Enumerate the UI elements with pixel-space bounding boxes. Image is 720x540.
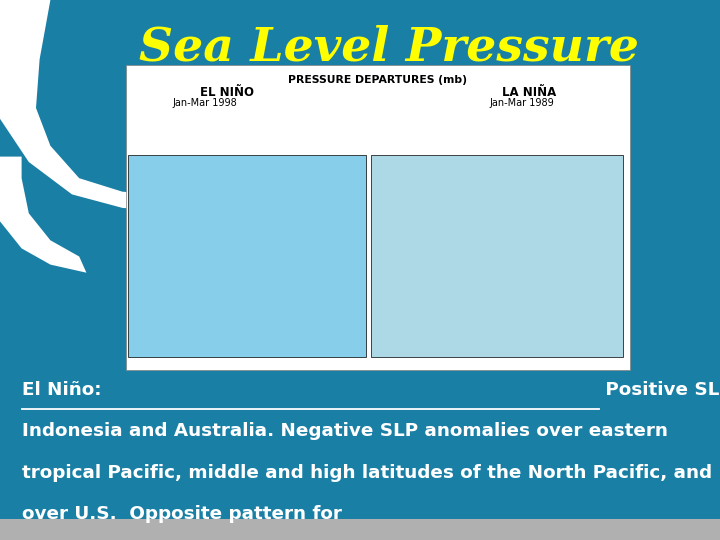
Text: over U.S.  Opposite pattern for: over U.S. Opposite pattern for [22,505,348,523]
Bar [126,65,630,370]
PathPatch shape [0,157,86,273]
Bar [371,155,623,357]
Text: PRESSURE DEPARTURES (mb): PRESSURE DEPARTURES (mb) [289,75,467,85]
PathPatch shape [0,0,158,211]
Text: tropical Pacific, middle and high latitudes of the North Pacific, and: tropical Pacific, middle and high latitu… [22,464,712,482]
Text: Positive SLP anomalies over the western tropical Pacific,: Positive SLP anomalies over the western … [600,381,720,399]
Text: Jan-Mar 1989: Jan-Mar 1989 [490,98,554,109]
Bar [128,155,366,357]
Text: Jan-Mar 1998: Jan-Mar 1998 [173,98,238,109]
Text: LA NIÑA: LA NIÑA [502,86,557,99]
Bar [0,519,720,540]
Text: Indonesia and Australia. Negative SLP anomalies over eastern: Indonesia and Australia. Negative SLP an… [22,422,667,440]
Text: Sea Level Pressure: Sea Level Pressure [139,24,639,70]
Text: EL NIÑO: EL NIÑO [200,86,254,99]
Text: El Niño:: El Niño: [22,381,101,399]
